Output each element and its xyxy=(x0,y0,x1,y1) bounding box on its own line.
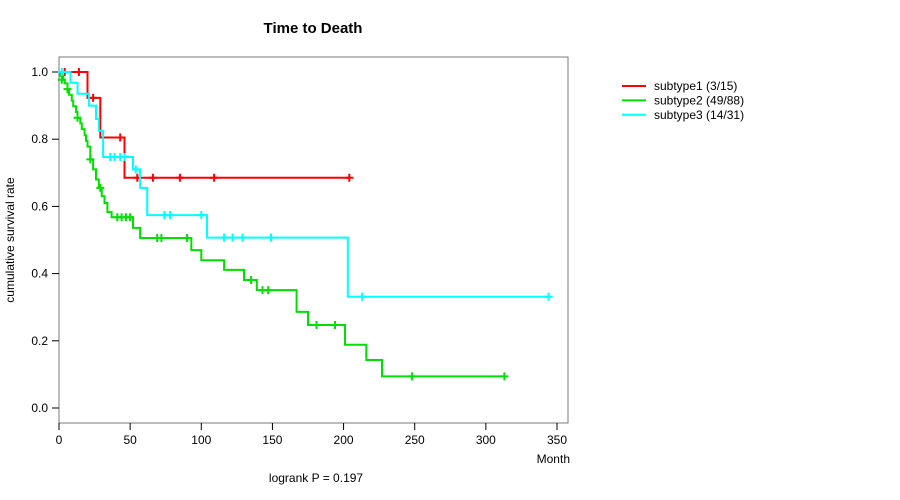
x-tick-label: 50 xyxy=(123,433,137,447)
legend-item-3: subtype3 (14/31) xyxy=(654,108,744,122)
censor-marks-1 xyxy=(60,68,354,182)
x-tick-label: 100 xyxy=(191,433,211,447)
y-axis-label: cumulative survival rate xyxy=(3,177,17,303)
y-tick-label: 0.2 xyxy=(31,334,48,348)
x-tick-label: 350 xyxy=(547,433,567,447)
survival-curves xyxy=(57,68,553,381)
chart-title: Time to Death xyxy=(264,20,363,37)
x-tick-label: 0 xyxy=(56,433,63,447)
x-tick-label: 300 xyxy=(476,433,496,447)
legend-item-1: subtype1 (3/15) xyxy=(654,79,737,93)
legend: subtype1 (3/15)subtype2 (49/88)subtype3 … xyxy=(622,79,744,122)
axes: 0 50 100 150 200 250 300 350 0.0 0.2 0.4 0.6 0.8 1.0 xyxy=(31,65,567,447)
survival-curve-1 xyxy=(59,71,350,179)
legend-item-2: subtype2 (49/88) xyxy=(654,93,744,107)
plot-box xyxy=(58,56,569,424)
survival-curve-2 xyxy=(59,71,505,378)
x-tick-label: 150 xyxy=(262,433,282,447)
censor-marks-3 xyxy=(57,68,553,301)
x-tick-label: 200 xyxy=(334,433,354,447)
logrank-annotation: logrank P = 0.197 xyxy=(269,471,364,485)
y-tick-label: 0.0 xyxy=(31,401,48,415)
y-tick-label: 0.8 xyxy=(31,132,48,146)
y-tick-label: 0.4 xyxy=(31,267,48,281)
x-tick-label: 250 xyxy=(405,433,425,447)
y-tick-label: 0.6 xyxy=(31,199,48,213)
x-axis-label: Month xyxy=(537,452,570,466)
censor-marks-2 xyxy=(57,75,509,381)
survival-curve-3 xyxy=(59,71,549,298)
y-tick-label: 1.0 xyxy=(31,65,48,79)
